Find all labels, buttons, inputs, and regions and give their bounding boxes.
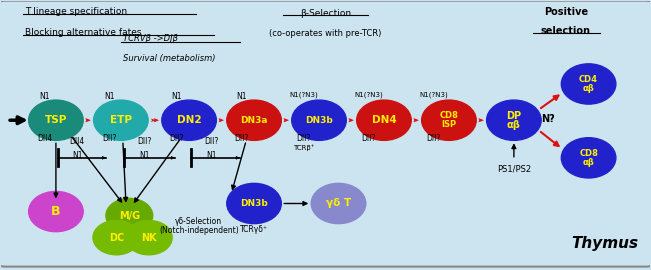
Text: NK: NK	[141, 233, 157, 243]
Text: N1: N1	[72, 151, 83, 160]
Text: M/G: M/G	[118, 211, 140, 221]
Text: CD8: CD8	[439, 111, 458, 120]
Text: TCRVβ ->DJβ: TCRVβ ->DJβ	[123, 34, 178, 43]
Text: γδ-Selection: γδ-Selection	[175, 217, 223, 226]
Text: (Notch-independent): (Notch-independent)	[159, 226, 239, 235]
Text: selection: selection	[541, 26, 591, 36]
Text: DC: DC	[109, 233, 124, 243]
Text: Dll?: Dll?	[361, 134, 376, 143]
Text: DN2: DN2	[177, 115, 201, 125]
Ellipse shape	[106, 198, 153, 233]
Text: ETP: ETP	[110, 115, 132, 125]
Text: DN3a: DN3a	[240, 116, 268, 125]
Ellipse shape	[311, 183, 366, 224]
Text: T lineage specification: T lineage specification	[25, 7, 128, 16]
Text: DP: DP	[506, 111, 521, 121]
Text: DN3b: DN3b	[305, 116, 333, 125]
Text: Dll?: Dll?	[234, 134, 248, 143]
Ellipse shape	[561, 138, 616, 178]
Text: TSP: TSP	[45, 115, 67, 125]
Text: Positive: Positive	[544, 7, 588, 17]
Text: Dll4: Dll4	[37, 134, 53, 143]
Text: Blocking alternative fates: Blocking alternative fates	[25, 28, 142, 36]
Text: Dll?: Dll?	[296, 134, 311, 143]
Text: αβ: αβ	[583, 84, 594, 93]
Text: Dll4: Dll4	[70, 137, 85, 146]
Text: N1(?N3): N1(?N3)	[289, 92, 318, 99]
Text: N1: N1	[206, 151, 216, 160]
Text: N1: N1	[140, 151, 150, 160]
Text: TCRγδ⁺: TCRγδ⁺	[240, 225, 268, 234]
Ellipse shape	[422, 100, 477, 140]
Ellipse shape	[486, 100, 541, 140]
Text: DN3b: DN3b	[240, 199, 268, 208]
Text: N1(?N3): N1(?N3)	[354, 92, 383, 99]
Ellipse shape	[93, 220, 140, 255]
Ellipse shape	[227, 100, 281, 140]
Text: CD4: CD4	[579, 75, 598, 84]
Text: N1(?N3): N1(?N3)	[419, 92, 448, 99]
Ellipse shape	[357, 100, 411, 140]
Text: N1: N1	[171, 92, 182, 100]
Text: N1: N1	[236, 92, 246, 100]
Text: N?: N?	[541, 114, 555, 124]
Ellipse shape	[292, 100, 346, 140]
Text: N1: N1	[105, 92, 115, 100]
Ellipse shape	[561, 64, 616, 104]
Text: CD8: CD8	[579, 149, 598, 158]
Text: Dll?: Dll?	[138, 137, 152, 146]
Text: Dll?: Dll?	[204, 137, 218, 146]
Text: TCRβ⁺: TCRβ⁺	[293, 144, 314, 151]
Text: αβ: αβ	[507, 120, 521, 130]
Text: Dll?: Dll?	[169, 134, 184, 143]
Text: B: B	[51, 205, 61, 218]
Text: Dll?: Dll?	[426, 134, 441, 143]
Ellipse shape	[94, 100, 148, 140]
Ellipse shape	[126, 220, 173, 255]
Text: Dll?: Dll?	[103, 134, 117, 143]
Text: (co-operates with pre-TCR): (co-operates with pre-TCR)	[270, 29, 381, 38]
Ellipse shape	[227, 183, 281, 224]
Ellipse shape	[29, 100, 83, 140]
Ellipse shape	[162, 100, 216, 140]
Text: N1: N1	[40, 92, 50, 100]
Text: Thymus: Thymus	[572, 236, 639, 251]
Ellipse shape	[29, 191, 83, 232]
Text: DN4: DN4	[372, 115, 396, 125]
Text: β-Selection: β-Selection	[300, 9, 351, 18]
Text: PS1/PS2: PS1/PS2	[497, 164, 531, 173]
Text: Survival (metabolism): Survival (metabolism)	[123, 55, 215, 63]
Text: ISP: ISP	[441, 120, 456, 129]
Text: γδ T: γδ T	[326, 198, 351, 208]
Text: αβ: αβ	[583, 158, 594, 167]
